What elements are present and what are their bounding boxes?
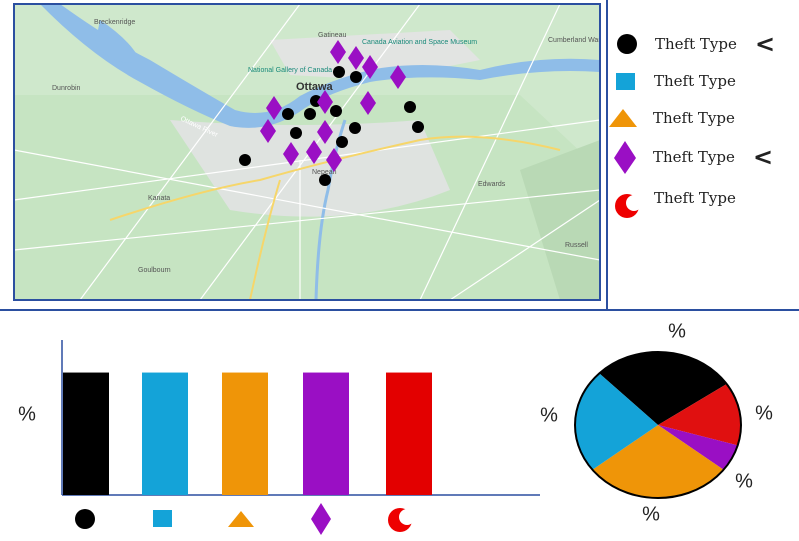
map-marker [317,90,333,114]
pie-label: % [735,470,753,492]
map-marker [330,40,346,64]
pie-label: % [755,402,773,424]
map-label: Russell [565,242,588,249]
map-marker [260,119,276,143]
legend-icon [614,141,636,174]
legend-label: Theft Type [655,35,737,53]
map-marker [360,91,376,115]
map-marker [239,154,251,166]
bar [63,372,109,495]
map-label: Goulbourn [138,267,171,274]
map-marker [319,174,331,186]
map-marker [333,66,345,78]
map-frame [13,3,601,301]
pie-outline [574,351,742,499]
legend-icon [616,73,635,90]
bar-icon [75,509,95,529]
bar-chart: % [18,340,540,535]
pie-label: % [668,320,686,342]
legend-label: Theft Type [654,72,736,90]
pie-slice [574,373,658,470]
bar-icon [388,508,415,532]
bar-icon [153,510,172,527]
legend-label: Theft Type [654,189,736,207]
pie-slice [658,383,741,446]
pie-label: % [540,404,558,426]
legend-note: < [753,143,773,171]
pie-slice [599,352,727,425]
bar-icon [228,511,254,527]
legend-label: Theft Type [653,148,735,166]
map-markers [239,40,424,186]
map-label: National Gallery of Canada [248,67,332,74]
map-marker [317,120,333,144]
map-label: Edwards [478,181,506,188]
bar [303,372,349,495]
map-marker [290,127,302,139]
legend-icon [615,194,642,218]
map-label: Gatineau [318,32,347,39]
map-marker [390,65,406,89]
map-marker [266,96,282,120]
pie-slice [658,425,738,470]
legend-icon [609,109,637,127]
map-marker [350,71,362,83]
map-marker [404,101,416,113]
map-label: Kanata [148,195,170,202]
map-label: Canada Aviation and Space Museum [362,39,477,46]
bar [386,372,432,495]
map-label: Breckenridge [94,19,135,26]
map-marker [412,121,424,133]
map-marker [306,140,322,164]
map-marker [283,142,299,166]
map-label: Nepean [312,169,337,176]
pie-label: % [642,503,660,525]
map-marker [348,46,364,70]
map: Gatineau Ottawa Ottawa River National Ga… [14,4,605,300]
map-label: Dunrobin [52,85,81,92]
legend-label: Theft Type [653,109,735,127]
bar [222,372,268,495]
map-marker [349,122,361,134]
pie-slice [592,425,724,499]
map-label: Ottawa [296,81,334,93]
map-marker [362,55,378,79]
bar-icon [311,503,331,535]
map-marker [326,148,342,172]
y-axis-label: % [18,403,36,425]
legend-note: < [755,30,775,58]
pie-chart: %%%%% [540,320,773,525]
map-marker [330,105,342,117]
map-label: Cumberland Ward [548,37,605,44]
bar [142,372,188,495]
legend-icon [617,34,637,54]
map-marker [304,108,316,120]
legend: Theft Type < Theft Type Theft Type Theft… [609,30,775,218]
map-marker [282,108,294,120]
map-marker [336,136,348,148]
